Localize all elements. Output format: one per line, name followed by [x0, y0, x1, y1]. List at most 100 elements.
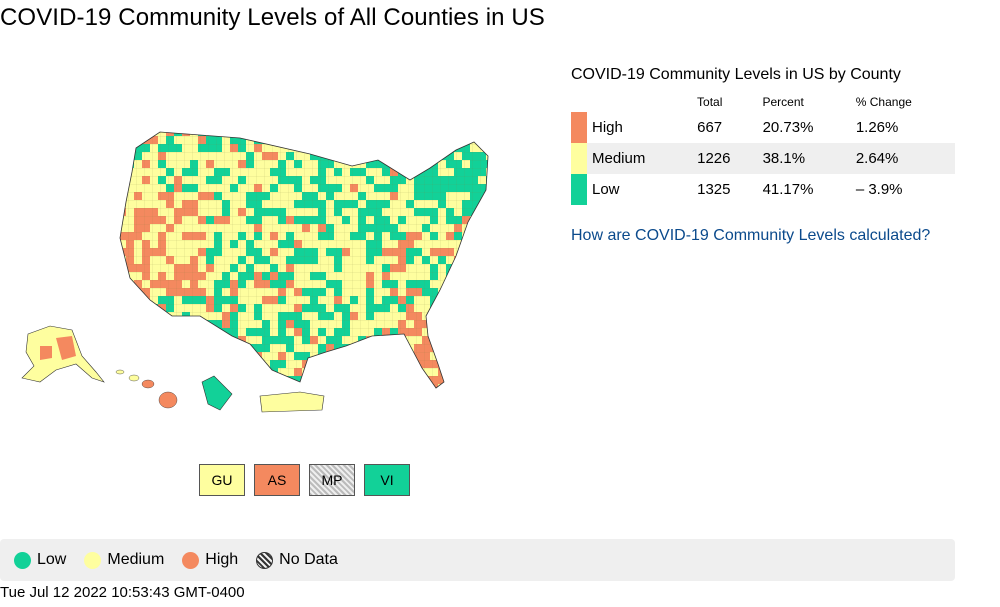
county-cell[interactable]: [318, 128, 326, 136]
county-cell[interactable]: [174, 376, 182, 384]
county-cell[interactable]: [414, 128, 422, 136]
county-cell[interactable]: [174, 384, 182, 392]
county-cell[interactable]: [406, 144, 414, 152]
county-cell[interactable]: [414, 376, 422, 384]
county-cell[interactable]: [366, 152, 374, 160]
county-cell[interactable]: [462, 128, 470, 136]
county-cell[interactable]: [110, 264, 118, 272]
county-cell[interactable]: [382, 128, 390, 136]
county-cell[interactable]: [358, 352, 366, 360]
county-cell[interactable]: [110, 376, 118, 384]
county-cell[interactable]: [350, 384, 358, 392]
county-cell[interactable]: [182, 328, 190, 336]
county-cell[interactable]: [494, 280, 500, 288]
county-cell[interactable]: [158, 384, 166, 392]
county-cell[interactable]: [382, 136, 390, 144]
county-cell[interactable]: [478, 392, 486, 400]
county-cell[interactable]: [494, 200, 500, 208]
county-cell[interactable]: [350, 136, 358, 144]
county-cell[interactable]: [110, 384, 118, 392]
county-cell[interactable]: [158, 320, 166, 328]
county-cell[interactable]: [478, 216, 486, 224]
hawaii[interactable]: [115, 369, 178, 409]
legend-medium[interactable]: Medium: [84, 551, 164, 569]
county-cell[interactable]: [454, 368, 462, 376]
county-cell[interactable]: [494, 368, 500, 376]
county-cell[interactable]: [494, 232, 500, 240]
county-cell[interactable]: [222, 368, 230, 376]
county-cell[interactable]: [326, 360, 334, 368]
county-cell[interactable]: [494, 288, 500, 296]
county-cell[interactable]: [366, 128, 374, 136]
county-cell[interactable]: [134, 384, 142, 392]
county-cell[interactable]: [486, 128, 494, 136]
county-cell[interactable]: [462, 280, 470, 288]
us-county-map[interactable]: [0, 120, 500, 420]
county-cell[interactable]: [454, 360, 462, 368]
county-cell[interactable]: [126, 384, 134, 392]
county-cell[interactable]: [462, 384, 470, 392]
county-cell[interactable]: [118, 280, 126, 288]
county-cell[interactable]: [462, 352, 470, 360]
county-cell[interactable]: [390, 368, 398, 376]
county-cell[interactable]: [462, 368, 470, 376]
county-cell[interactable]: [214, 360, 222, 368]
county-cell[interactable]: [182, 368, 190, 376]
county-cell[interactable]: [214, 368, 222, 376]
county-cell[interactable]: [398, 144, 406, 152]
county-cell[interactable]: [358, 384, 366, 392]
county-cell[interactable]: [422, 160, 430, 168]
county-cell[interactable]: [430, 336, 438, 344]
county-cell[interactable]: [118, 128, 126, 136]
county-cell[interactable]: [446, 352, 454, 360]
county-cell[interactable]: [118, 352, 126, 360]
county-cell[interactable]: [254, 384, 262, 392]
county-cell[interactable]: [326, 376, 334, 384]
county-cell[interactable]: [430, 136, 438, 144]
territory-gu[interactable]: GU: [199, 464, 245, 496]
county-cell[interactable]: [110, 344, 118, 352]
county-cell[interactable]: [118, 296, 126, 304]
county-cell[interactable]: [494, 296, 500, 304]
county-cell[interactable]: [454, 272, 462, 280]
county-cell[interactable]: [478, 320, 486, 328]
county-cell[interactable]: [390, 160, 398, 168]
county-cell[interactable]: [126, 152, 134, 160]
county-cell[interactable]: [190, 336, 198, 344]
county-cell[interactable]: [486, 288, 494, 296]
county-cell[interactable]: [198, 368, 206, 376]
county-cell[interactable]: [358, 360, 366, 368]
county-cell[interactable]: [198, 360, 206, 368]
county-cell[interactable]: [390, 152, 398, 160]
county-cell[interactable]: [110, 144, 118, 152]
county-cell[interactable]: [334, 144, 342, 152]
county-cell[interactable]: [462, 328, 470, 336]
county-cell[interactable]: [454, 136, 462, 144]
county-cell[interactable]: [478, 224, 486, 232]
county-cell[interactable]: [134, 328, 142, 336]
county-cell[interactable]: [494, 168, 500, 176]
county-cell[interactable]: [118, 184, 126, 192]
county-cell[interactable]: [478, 304, 486, 312]
county-cell[interactable]: [206, 368, 214, 376]
county-cell[interactable]: [198, 344, 206, 352]
county-cell[interactable]: [190, 360, 198, 368]
county-cell[interactable]: [470, 320, 478, 328]
county-cell[interactable]: [494, 384, 500, 392]
county-cell[interactable]: [462, 336, 470, 344]
county-cell[interactable]: [390, 344, 398, 352]
county-cell[interactable]: [374, 384, 382, 392]
county-cell[interactable]: [454, 344, 462, 352]
county-cell[interactable]: [318, 368, 326, 376]
county-cell[interactable]: [486, 392, 494, 400]
county-cell[interactable]: [430, 128, 438, 136]
county-cell[interactable]: [278, 384, 286, 392]
county-cell[interactable]: [222, 360, 230, 368]
county-cell[interactable]: [494, 376, 500, 384]
county-cell[interactable]: [494, 184, 500, 192]
county-cell[interactable]: [190, 384, 198, 392]
county-cell[interactable]: [110, 288, 118, 296]
county-cell[interactable]: [414, 160, 422, 168]
county-cell[interactable]: [494, 128, 500, 136]
county-cell[interactable]: [278, 136, 286, 144]
